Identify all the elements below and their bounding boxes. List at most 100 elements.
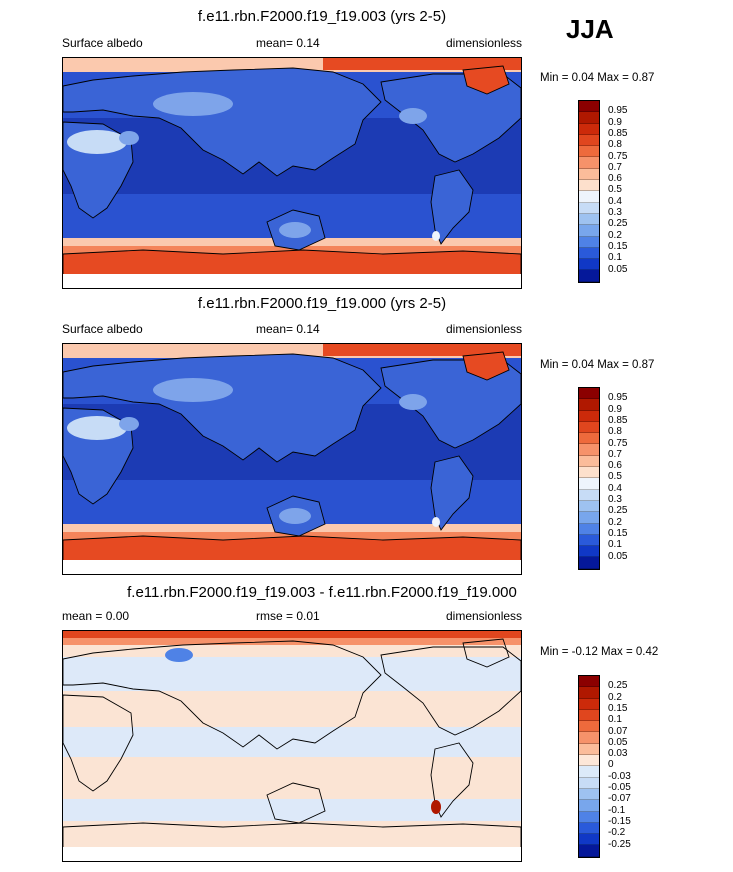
central-asia bbox=[153, 378, 233, 402]
panel-2-variable-label: Surface albedo bbox=[62, 322, 143, 336]
antarctica-bottom-margin bbox=[63, 274, 521, 288]
colorbar-level-label: 0.9 bbox=[608, 403, 622, 415]
panel-3-title: f.e11.rbn.F2000.f19_f19.003 - f.e11.rbn.… bbox=[127, 584, 517, 601]
colorbar-swatch bbox=[579, 455, 599, 468]
colorbar-swatch bbox=[579, 755, 599, 767]
patagonia-ice bbox=[432, 231, 440, 241]
colorbar-swatch bbox=[579, 788, 599, 801]
land-greenland bbox=[462, 351, 510, 381]
diff-patagonia-positive bbox=[431, 800, 441, 814]
colorbar-swatch bbox=[579, 225, 599, 237]
na-west bbox=[399, 394, 427, 410]
colorbar-level-label: 0.1 bbox=[608, 714, 622, 726]
colorbar-level-label: -0.25 bbox=[608, 838, 631, 850]
panel-1-map bbox=[62, 57, 522, 289]
na-west bbox=[399, 108, 427, 124]
land-africa bbox=[63, 694, 134, 792]
colorbar-level-label: 0.05 bbox=[608, 736, 628, 748]
colorbar-level-label: 0.7 bbox=[608, 448, 622, 460]
colorbar-swatch bbox=[579, 811, 599, 823]
land-australia bbox=[266, 782, 326, 824]
colorbar-swatch bbox=[579, 112, 599, 124]
panel-3-mean-label: mean = 0.00 bbox=[62, 609, 130, 623]
colorbar-swatch bbox=[579, 202, 599, 214]
land-asia bbox=[63, 353, 382, 463]
colorbar-level-label: 0.3 bbox=[608, 494, 622, 505]
panel-1-min-max: Min = 0.04 Max = 0.87 bbox=[540, 72, 655, 84]
diff-band-northern bbox=[63, 657, 521, 691]
panel-1-colorbar: 0.95 0.9 0.85 0.8 0.75 0.7 0.6 0.5 0.4 0.3 0.25 0.2… bbox=[578, 100, 627, 283]
colorbar-level-label: 0.5 bbox=[608, 471, 622, 483]
colorbar-swatch bbox=[579, 512, 599, 524]
colorbar-swatch bbox=[579, 676, 599, 688]
colorbar-swatch bbox=[579, 732, 599, 744]
colorbar-level-label: -0.03 bbox=[608, 770, 631, 782]
colorbar-level-label: 0.8 bbox=[608, 139, 622, 151]
colorbar-swatch bbox=[579, 698, 599, 710]
colorbar-swatch bbox=[579, 845, 599, 857]
colorbar-swatch bbox=[579, 687, 599, 699]
colorbar-level-label: 0.15 bbox=[608, 240, 628, 252]
central-asia bbox=[153, 92, 233, 116]
colorbar-level-label: 0.4 bbox=[608, 195, 622, 207]
colorbar-level-label: 0.05 bbox=[608, 550, 628, 562]
colorbar-level-label: 0.07 bbox=[608, 725, 628, 737]
australia-interior bbox=[279, 508, 311, 524]
panel-2-mean-label: mean= 0.14 bbox=[256, 322, 320, 336]
colorbar-level-label: 0.25 bbox=[608, 218, 628, 230]
colorbar-level-label: 0.95 bbox=[608, 392, 628, 404]
panel-3-units-label: dimensionless bbox=[446, 609, 523, 623]
diff-band-southern bbox=[63, 799, 521, 821]
colorbar-level-label: 0.95 bbox=[608, 105, 628, 117]
antarctica-bottom-margin bbox=[63, 847, 521, 861]
colorbar-swatch bbox=[579, 180, 599, 192]
panel-2-map bbox=[62, 343, 522, 575]
colorbar-level-label: 0.25 bbox=[608, 680, 628, 692]
colorbar-level-label: 0.7 bbox=[608, 161, 622, 173]
colorbar-level-label: 0.1 bbox=[608, 539, 622, 551]
colorbar-swatch bbox=[579, 523, 599, 535]
colorbar-level-label: 0.1 bbox=[608, 252, 622, 264]
colorbar-swatch bbox=[579, 123, 599, 135]
sahara-bright bbox=[67, 130, 127, 154]
colorbar-swatch bbox=[579, 421, 599, 434]
panel-1-variable-label: Surface albedo bbox=[62, 36, 143, 50]
colorbar-level-label: -0.1 bbox=[608, 804, 626, 816]
colorbar-swatch bbox=[579, 101, 599, 113]
colorbar-swatch bbox=[579, 146, 599, 158]
diff-band-tropical bbox=[63, 727, 521, 757]
colorbar-swatch bbox=[579, 270, 599, 282]
diff-arctic-strong bbox=[63, 631, 521, 638]
colorbar-swatch bbox=[579, 168, 599, 181]
arctic-ice bbox=[323, 344, 521, 356]
colorbar-swatch bbox=[579, 134, 599, 147]
colorbar-swatch bbox=[579, 388, 599, 400]
land-greenland bbox=[462, 65, 510, 95]
panel-1-mean-label: mean= 0.14 bbox=[256, 36, 320, 50]
colorbar-swatch bbox=[579, 191, 599, 203]
panel-2-units-label: dimensionless bbox=[446, 322, 523, 336]
colorbar-level-label: 0.05 bbox=[608, 263, 628, 275]
panel-3-colorbar: 0.25 0.2 0.15 0.1 0.07 0.05 0.03 0 -0.03 -0.05 -0.… bbox=[578, 675, 631, 858]
colorbar-level-label: 0.85 bbox=[608, 414, 628, 426]
panel-3-min-max: Min = -0.12 Max = 0.42 bbox=[540, 646, 659, 658]
colorbar-level-label: 0.6 bbox=[608, 173, 622, 185]
colorbar-level-label: -0.15 bbox=[608, 815, 631, 827]
colorbar-level-label: 0.25 bbox=[608, 505, 628, 517]
colorbar-swatch bbox=[579, 822, 599, 835]
colorbar-level-label: -0.05 bbox=[608, 782, 631, 793]
colorbar-swatch bbox=[579, 213, 599, 226]
land-greenland bbox=[462, 638, 510, 668]
patagonia-ice bbox=[432, 517, 440, 527]
land-samerica bbox=[430, 742, 474, 818]
diff-siberia-negative bbox=[165, 648, 193, 662]
land-asia bbox=[63, 67, 382, 177]
land-asia bbox=[63, 640, 382, 750]
colorbar-swatch bbox=[579, 259, 599, 271]
colorbar-swatch bbox=[579, 721, 599, 733]
colorbar-level-label: -0.07 bbox=[608, 793, 631, 805]
colorbar-level-label: 0.2 bbox=[608, 229, 622, 241]
colorbar-swatch bbox=[579, 766, 599, 778]
colorbar-level-label: 0 bbox=[608, 759, 614, 771]
colorbar-swatch bbox=[579, 743, 599, 756]
